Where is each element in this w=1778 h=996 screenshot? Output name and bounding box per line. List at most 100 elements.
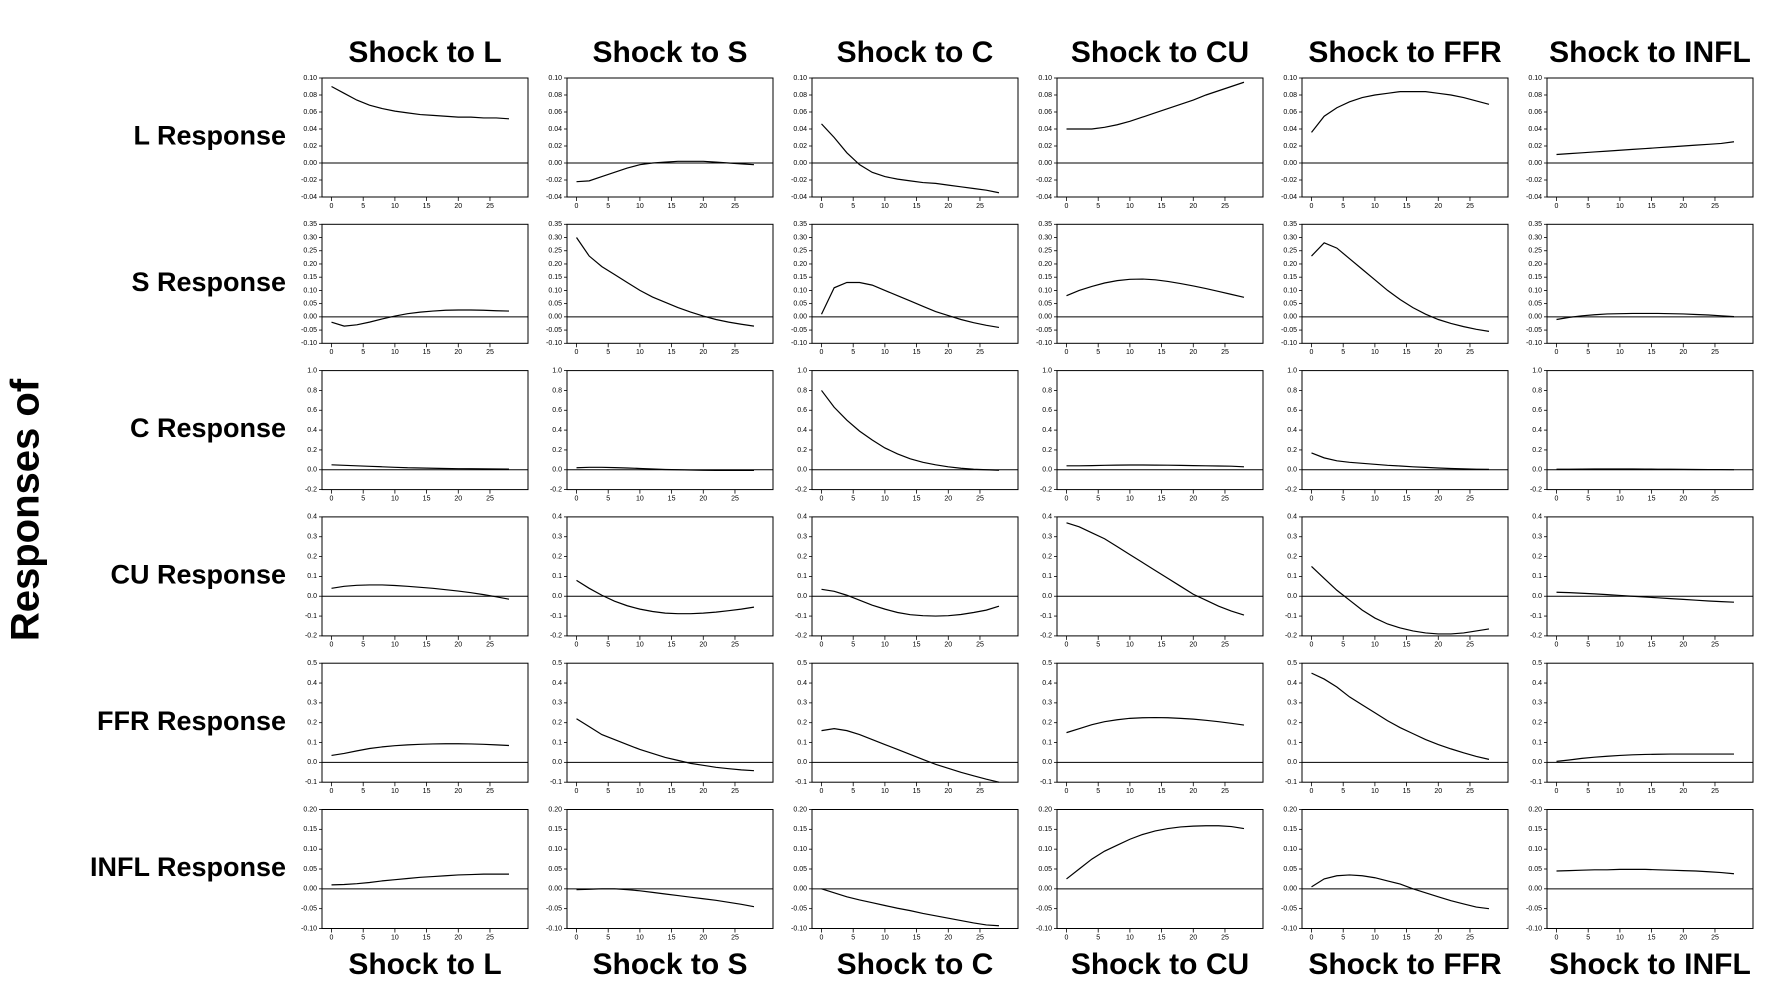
y-tick-label: 0.20 bbox=[303, 261, 317, 268]
y-tick-label: 0.08 bbox=[303, 92, 317, 99]
y-tick-label: 0.00 bbox=[1528, 160, 1542, 167]
y-tick-label: 0.02 bbox=[303, 143, 317, 150]
y-tick-label: -0.05 bbox=[1526, 327, 1542, 334]
x-tick-label: 5 bbox=[606, 788, 610, 795]
x-tick-label: 25 bbox=[1466, 203, 1474, 210]
y-tick-label: 0.00 bbox=[548, 314, 562, 321]
y-tick-label: 0.1 bbox=[307, 573, 317, 580]
y-tick-label: 0.5 bbox=[552, 660, 562, 667]
y-tick-label: 0.25 bbox=[793, 248, 807, 255]
y-tick-label: 0.8 bbox=[797, 387, 807, 394]
y-tick-label: 0.05 bbox=[548, 866, 562, 873]
panel-frame bbox=[1056, 516, 1264, 637]
y-tick-label: 0.0 bbox=[1532, 759, 1542, 766]
y-tick-label: 0.20 bbox=[1528, 261, 1542, 268]
y-tick-label: 0.05 bbox=[1038, 300, 1052, 307]
x-tick-label: 10 bbox=[391, 495, 399, 502]
x-tick-label: 25 bbox=[1711, 642, 1719, 649]
y-tick-label: 0.10 bbox=[793, 846, 807, 853]
panel-frame bbox=[1301, 77, 1509, 198]
x-tick-label: 20 bbox=[1189, 349, 1197, 356]
y-tick-label: 0.25 bbox=[1283, 248, 1297, 255]
y-tick-label: 0.05 bbox=[303, 866, 317, 873]
y-tick-label: 0.15 bbox=[1283, 826, 1297, 833]
panel-frame bbox=[1301, 662, 1509, 783]
y-tick-label: 0.20 bbox=[548, 806, 562, 813]
y-tick-label: 0.00 bbox=[303, 314, 317, 321]
y-tick-label: 0.10 bbox=[548, 75, 562, 82]
y-tick-label: 0.15 bbox=[1528, 826, 1542, 833]
panel-frame bbox=[1056, 809, 1264, 929]
x-tick-label: 10 bbox=[881, 934, 889, 941]
panel-frame bbox=[1546, 662, 1754, 783]
x-tick-label: 20 bbox=[944, 495, 952, 502]
y-tick-label: 0.0 bbox=[1532, 593, 1542, 600]
y-tick-label: 0.3 bbox=[1042, 700, 1052, 707]
x-tick-label: 5 bbox=[1096, 203, 1100, 210]
y-tick-label: 0.06 bbox=[1528, 109, 1542, 116]
y-tick-label: 0.20 bbox=[548, 261, 562, 268]
x-tick-label: 25 bbox=[1711, 203, 1719, 210]
x-tick-label: 0 bbox=[575, 934, 579, 941]
y-tick-label: 0.1 bbox=[552, 573, 562, 580]
y-tick-label: -0.10 bbox=[1526, 925, 1542, 932]
y-tick-label: 0.00 bbox=[303, 160, 317, 167]
y-tick-label: 0.4 bbox=[552, 680, 562, 687]
x-tick-label: 10 bbox=[636, 642, 644, 649]
y-tick-label: 0.10 bbox=[1038, 287, 1052, 294]
response-line bbox=[820, 281, 1000, 329]
x-tick-label: 20 bbox=[699, 349, 707, 356]
x-tick-label: 25 bbox=[731, 788, 739, 795]
x-tick-label: 15 bbox=[1648, 203, 1656, 210]
x-tick-label: 0 bbox=[1310, 788, 1314, 795]
y-tick-label: 0.1 bbox=[1042, 573, 1052, 580]
x-tick-label: 15 bbox=[1403, 934, 1411, 941]
y-tick-label: -0.10 bbox=[1281, 340, 1297, 347]
x-tick-label: 5 bbox=[1586, 934, 1590, 941]
y-tick-label: 0.4 bbox=[797, 680, 807, 687]
y-tick-label: 0.20 bbox=[793, 261, 807, 268]
x-tick-label: 20 bbox=[454, 349, 462, 356]
panel-frame bbox=[321, 223, 529, 344]
y-tick-label: 0.3 bbox=[797, 534, 807, 541]
y-tick-label: 0.10 bbox=[303, 846, 317, 853]
x-tick-label: 0 bbox=[575, 788, 579, 795]
column-title: Shock to C bbox=[837, 948, 994, 981]
x-tick-label: 15 bbox=[423, 642, 431, 649]
y-tick-label: 0.10 bbox=[303, 287, 317, 294]
response-line bbox=[1311, 452, 1489, 470]
x-tick-label: 25 bbox=[1711, 934, 1719, 941]
panel-frame bbox=[1546, 223, 1754, 344]
x-tick-label: 20 bbox=[1434, 788, 1442, 795]
panel-frame bbox=[321, 662, 529, 783]
y-tick-label: 0.3 bbox=[307, 700, 317, 707]
x-tick-label: 25 bbox=[486, 495, 494, 502]
x-tick-label: 5 bbox=[1341, 203, 1345, 210]
y-tick-label: 0.0 bbox=[1532, 467, 1542, 474]
x-tick-label: 20 bbox=[1189, 642, 1197, 649]
y-tick-label: 0.3 bbox=[1532, 534, 1542, 541]
y-tick-label: 0.15 bbox=[1283, 274, 1297, 281]
y-tick-label: 0.2 bbox=[797, 720, 807, 727]
panel-frame bbox=[321, 77, 529, 198]
y-tick-label: 0.02 bbox=[1528, 143, 1542, 150]
y-tick-label: 0.04 bbox=[1038, 126, 1052, 133]
x-tick-label: 20 bbox=[1434, 642, 1442, 649]
y-tick-label: 0.10 bbox=[1528, 846, 1542, 853]
y-tick-label: 0.35 bbox=[1038, 221, 1052, 228]
x-tick-label: 20 bbox=[1434, 203, 1442, 210]
y-tick-label: 0.4 bbox=[1287, 514, 1297, 521]
x-tick-label: 0 bbox=[1310, 642, 1314, 649]
row-title: L Response bbox=[133, 121, 286, 151]
x-tick-label: 25 bbox=[486, 934, 494, 941]
y-tick-label: -0.10 bbox=[1281, 925, 1297, 932]
y-tick-label: 1.0 bbox=[1287, 367, 1297, 374]
y-tick-label: -0.1 bbox=[1040, 779, 1052, 786]
y-tick-label: 0.05 bbox=[1283, 300, 1297, 307]
x-tick-label: 5 bbox=[851, 788, 855, 795]
y-tick-label: -0.10 bbox=[791, 925, 807, 932]
x-tick-label: 5 bbox=[851, 349, 855, 356]
y-tick-label: 0.0 bbox=[797, 593, 807, 600]
x-tick-label: 20 bbox=[1434, 495, 1442, 502]
row-title: S Response bbox=[131, 267, 286, 297]
